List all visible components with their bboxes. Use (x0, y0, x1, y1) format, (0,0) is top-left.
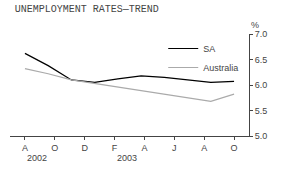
svg-text:O: O (231, 143, 238, 153)
svg-text:UNEMPLOYMENT RATES—TREND: UNEMPLOYMENT RATES—TREND (15, 4, 159, 15)
svg-text:6.5: 6.5 (255, 55, 268, 65)
svg-text:A: A (141, 143, 147, 153)
svg-text:A: A (201, 143, 207, 153)
svg-text:A: A (22, 143, 28, 153)
svg-text:6.0: 6.0 (255, 80, 268, 90)
svg-text:%: % (251, 20, 259, 30)
svg-text:2003: 2003 (117, 153, 137, 163)
svg-text:J: J (172, 143, 177, 153)
svg-text:5.0: 5.0 (255, 131, 268, 141)
svg-text:2002: 2002 (27, 153, 47, 163)
svg-text:5.5: 5.5 (255, 106, 268, 116)
svg-text:F: F (112, 143, 118, 153)
svg-text:7.0: 7.0 (255, 29, 268, 39)
svg-text:O: O (51, 143, 58, 153)
svg-text:D: D (81, 143, 88, 153)
svg-text:Australia: Australia (203, 63, 238, 73)
svg-text:SA: SA (203, 44, 215, 54)
